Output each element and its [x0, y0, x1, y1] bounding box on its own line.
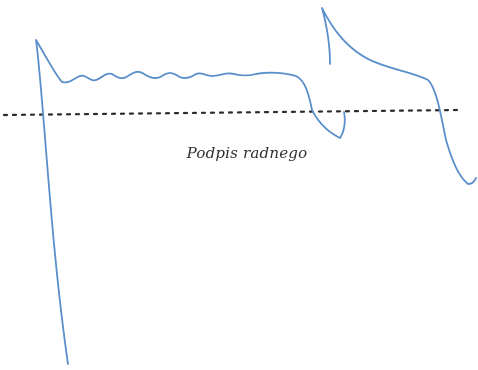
handwritten-signature [35, 7, 477, 365]
signature-caption: Podpis radnego [186, 144, 308, 162]
signature-dotted-line [2, 108, 462, 117]
